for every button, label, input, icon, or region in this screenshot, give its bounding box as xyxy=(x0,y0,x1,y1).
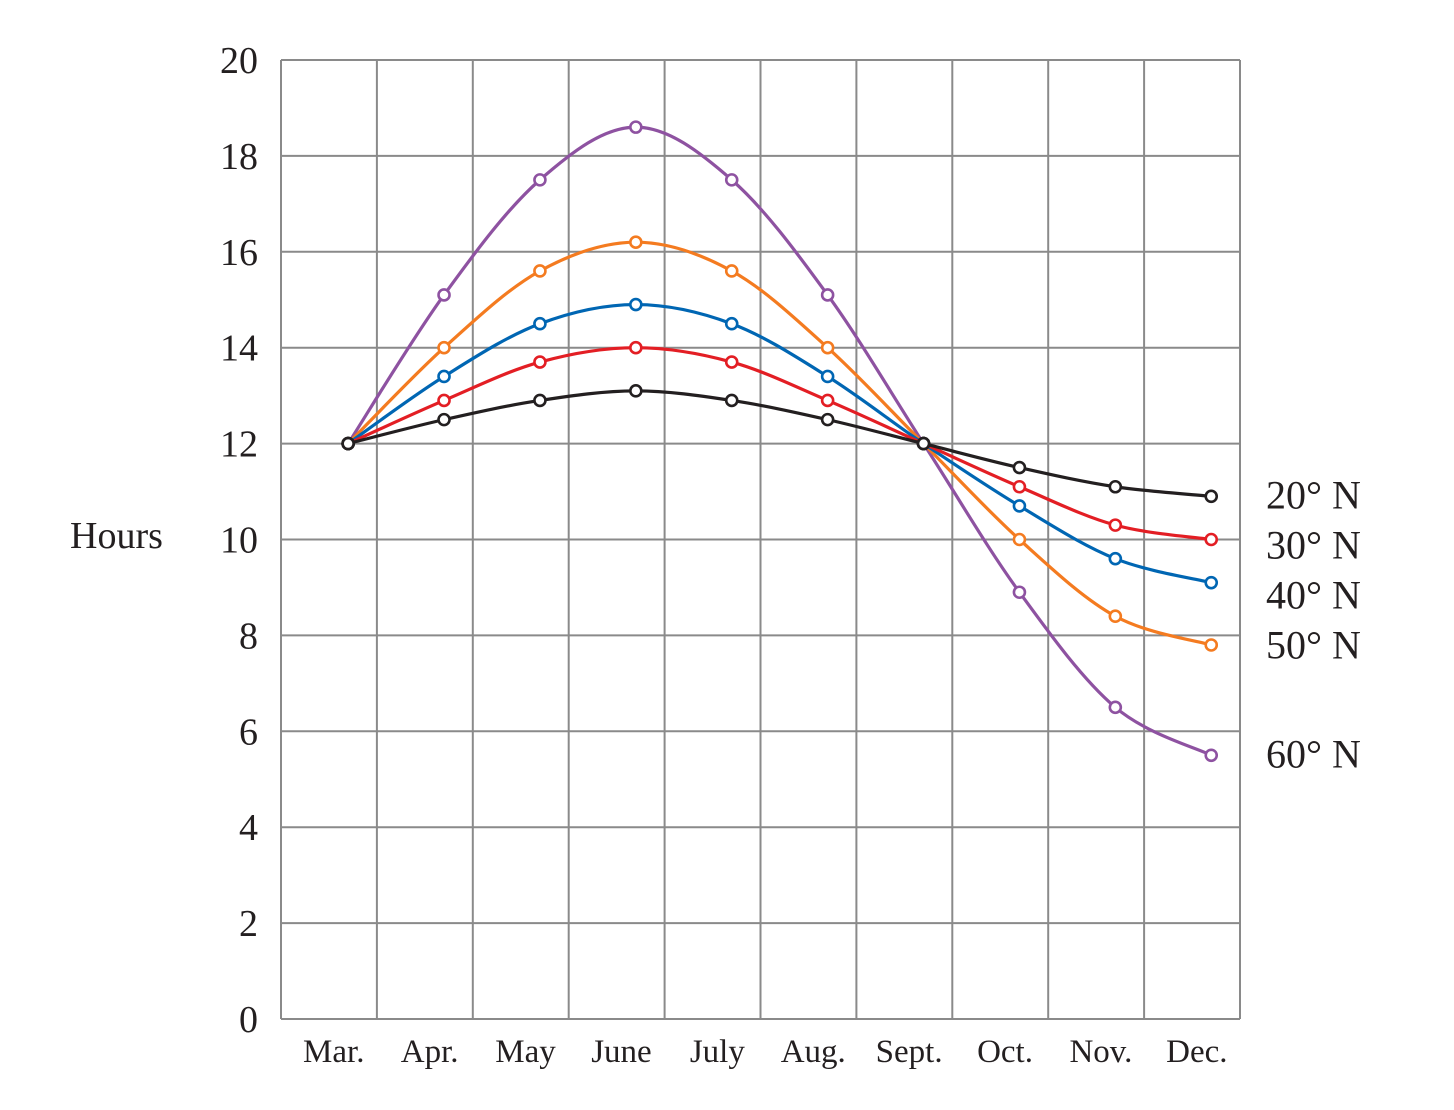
data-point xyxy=(724,316,739,331)
y-tick-label: 6 xyxy=(239,711,258,753)
data-point xyxy=(820,288,835,302)
series-labels: 20° N 30° N 40° N 50° N 60° N xyxy=(1266,472,1361,776)
data-point xyxy=(724,264,739,278)
data-point xyxy=(1012,585,1027,600)
y-tick-label: 10 xyxy=(220,520,258,562)
series-label: 30° N xyxy=(1266,522,1361,567)
data-point xyxy=(1204,532,1219,547)
x-tick-label: Apr. xyxy=(401,1034,459,1070)
y-tick-label: 8 xyxy=(239,615,258,657)
y-tick-label: 20 xyxy=(220,40,258,82)
data-point xyxy=(437,369,451,384)
data-point xyxy=(1108,700,1123,715)
data-point xyxy=(533,173,547,187)
data-point xyxy=(1108,479,1123,494)
x-tick-label: Aug. xyxy=(781,1034,846,1070)
x-tick-label: Dec. xyxy=(1166,1034,1227,1070)
y-axis-title: Hours xyxy=(70,515,163,557)
data-point xyxy=(1012,460,1027,475)
series-line xyxy=(346,240,1212,647)
data-point xyxy=(820,412,835,427)
series-line xyxy=(346,125,1212,757)
x-tick-label: Oct. xyxy=(977,1034,1033,1070)
data-point xyxy=(629,120,643,134)
data-point xyxy=(437,288,451,302)
data-point xyxy=(629,297,643,312)
data-point xyxy=(629,235,643,250)
data-point xyxy=(533,316,547,331)
grid xyxy=(280,59,1241,1020)
data-point xyxy=(1108,609,1123,624)
series-line xyxy=(347,302,1212,585)
data-point xyxy=(820,369,835,384)
data-point xyxy=(1204,638,1219,652)
series-label: 20° N xyxy=(1266,472,1361,517)
y-tick-label: 16 xyxy=(220,232,258,274)
data-point xyxy=(437,412,451,427)
y-tick-label: 4 xyxy=(239,807,258,849)
series-label: 60° N xyxy=(1266,731,1361,776)
data-point xyxy=(533,355,547,369)
data-point xyxy=(533,393,547,408)
y-tick-label: 12 xyxy=(220,424,258,466)
data-point xyxy=(629,384,643,398)
x-tick-label: Sept. xyxy=(876,1034,943,1070)
y-tick-label: 14 xyxy=(220,328,258,370)
data-point xyxy=(724,173,739,187)
data-point xyxy=(533,264,547,278)
data-point xyxy=(437,393,451,408)
data-point xyxy=(1204,748,1219,763)
y-axis-ticks: 0 2 4 6 8 10 12 14 16 18 20 xyxy=(220,40,258,1041)
x-tick-label: July xyxy=(690,1034,746,1070)
y-tick-label: 0 xyxy=(239,999,258,1041)
series-label: 50° N xyxy=(1266,622,1361,667)
data-point xyxy=(1012,499,1027,513)
data-point xyxy=(1012,479,1027,494)
data-point xyxy=(724,393,739,408)
data-point xyxy=(916,436,931,451)
data-point xyxy=(1108,518,1123,532)
series-line xyxy=(347,346,1212,542)
data-point xyxy=(629,340,643,355)
data-point xyxy=(1204,575,1219,590)
data-point xyxy=(724,355,739,369)
x-tick-label: May xyxy=(495,1034,556,1070)
data-point xyxy=(1204,489,1219,504)
series-line xyxy=(347,389,1212,498)
series-lines xyxy=(346,125,1212,757)
data-point xyxy=(820,393,835,408)
x-tick-label: Nov. xyxy=(1069,1034,1132,1070)
data-points xyxy=(341,120,1219,763)
data-point xyxy=(1108,551,1123,566)
x-axis-ticks: Mar. Apr. May June July Aug. Sept. Oct. Nov. Dec. xyxy=(303,1034,1228,1070)
y-tick-label: 18 xyxy=(220,136,258,178)
x-tick-label: Mar. xyxy=(303,1034,364,1070)
data-point xyxy=(1012,532,1027,547)
data-point xyxy=(341,436,355,451)
series-label: 40° N xyxy=(1266,572,1361,617)
data-point xyxy=(437,340,451,355)
y-tick-label: 2 xyxy=(239,903,258,945)
data-point xyxy=(820,340,835,355)
x-tick-label: June xyxy=(591,1034,652,1070)
